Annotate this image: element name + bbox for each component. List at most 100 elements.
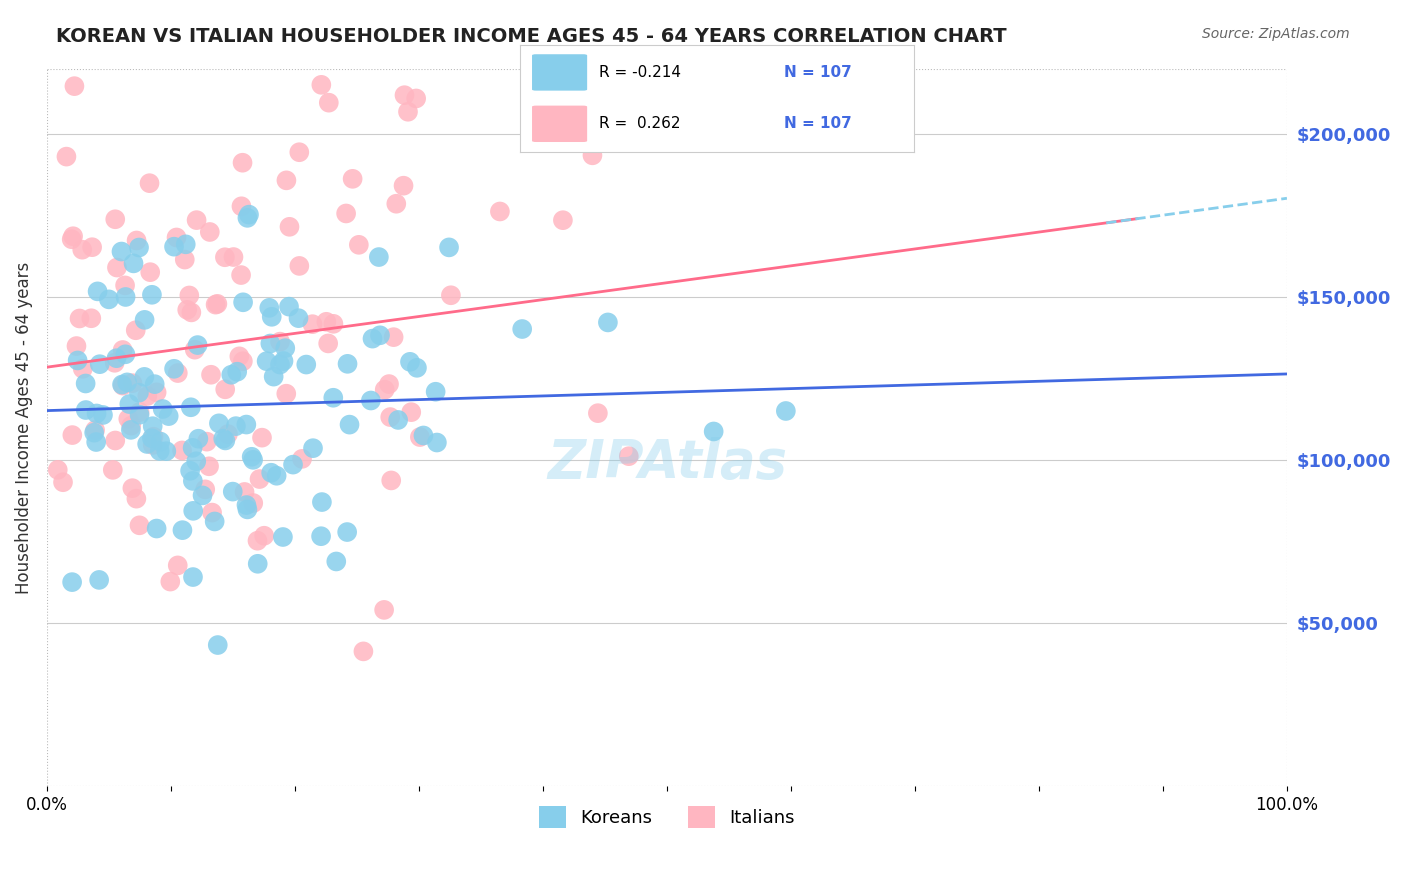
- Koreans: [143, 377, 166, 392]
- Italians: [586, 406, 609, 420]
- Koreans: [263, 369, 285, 384]
- Italians: [145, 385, 167, 400]
- Italians: [242, 496, 264, 510]
- Koreans: [191, 488, 214, 502]
- Italians: [246, 533, 269, 548]
- FancyBboxPatch shape: [531, 54, 588, 91]
- Y-axis label: Householder Income Ages 45 - 64 years: Householder Income Ages 45 - 64 years: [15, 261, 32, 593]
- Italians: [382, 330, 405, 344]
- Italians: [70, 243, 93, 257]
- Italians: [173, 252, 195, 267]
- Italians: [176, 302, 198, 317]
- Koreans: [775, 404, 797, 418]
- Koreans: [259, 336, 281, 351]
- Koreans: [271, 530, 294, 544]
- Italians: [121, 481, 143, 495]
- Koreans: [367, 250, 389, 264]
- Koreans: [155, 444, 177, 458]
- Italians: [217, 427, 239, 442]
- Koreans: [235, 417, 257, 432]
- Koreans: [105, 351, 128, 366]
- Koreans: [236, 211, 259, 225]
- Koreans: [86, 407, 108, 421]
- Koreans: [287, 311, 309, 326]
- Italians: [301, 317, 323, 331]
- Italians: [322, 317, 344, 331]
- Italians: [409, 430, 432, 444]
- Italians: [82, 240, 104, 254]
- Italians: [228, 349, 250, 363]
- Koreans: [83, 425, 105, 440]
- Italians: [222, 250, 245, 264]
- Koreans: [141, 431, 163, 445]
- Italians: [253, 529, 276, 543]
- Text: Source: ZipAtlas.com: Source: ZipAtlas.com: [1202, 27, 1350, 41]
- Koreans: [180, 401, 202, 415]
- Koreans: [214, 434, 236, 448]
- Italians: [104, 434, 127, 448]
- Italians: [117, 412, 139, 426]
- Koreans: [256, 354, 278, 368]
- Koreans: [114, 347, 136, 361]
- Koreans: [302, 441, 325, 455]
- Text: R = -0.214: R = -0.214: [599, 65, 681, 80]
- Koreans: [437, 240, 460, 254]
- Koreans: [91, 408, 114, 422]
- Koreans: [142, 419, 165, 434]
- Italians: [276, 173, 298, 187]
- Koreans: [149, 444, 172, 458]
- Koreans: [128, 240, 150, 254]
- Italians: [125, 323, 148, 337]
- Koreans: [242, 453, 264, 467]
- Koreans: [336, 357, 359, 371]
- Koreans: [128, 385, 150, 400]
- Koreans: [232, 295, 254, 310]
- Italians: [378, 377, 401, 392]
- Italians: [399, 405, 422, 419]
- Koreans: [134, 313, 156, 327]
- Italians: [128, 518, 150, 533]
- Koreans: [141, 287, 163, 301]
- Italians: [138, 176, 160, 190]
- Koreans: [295, 358, 318, 372]
- Koreans: [235, 498, 257, 512]
- Koreans: [274, 341, 297, 355]
- Italians: [69, 311, 91, 326]
- Italians: [288, 259, 311, 273]
- Italians: [125, 234, 148, 248]
- Italians: [101, 463, 124, 477]
- Koreans: [325, 554, 347, 568]
- Italians: [166, 558, 188, 573]
- Koreans: [181, 570, 204, 584]
- Italians: [380, 410, 402, 425]
- Italians: [104, 212, 127, 227]
- Koreans: [406, 360, 429, 375]
- Italians: [352, 644, 374, 658]
- Italians: [581, 148, 603, 162]
- Italians: [392, 178, 415, 193]
- Italians: [551, 213, 574, 227]
- Koreans: [273, 354, 295, 368]
- Koreans: [246, 557, 269, 571]
- Koreans: [238, 208, 260, 222]
- Koreans: [222, 484, 245, 499]
- Italians: [55, 150, 77, 164]
- Italians: [291, 451, 314, 466]
- Koreans: [260, 310, 283, 324]
- Italians: [170, 443, 193, 458]
- Koreans: [115, 376, 138, 390]
- Koreans: [225, 419, 247, 434]
- Koreans: [278, 300, 301, 314]
- Italians: [214, 250, 236, 264]
- Italians: [201, 506, 224, 520]
- Italians: [394, 88, 416, 103]
- Koreans: [181, 504, 204, 518]
- Koreans: [361, 332, 384, 346]
- Italians: [52, 475, 75, 490]
- Koreans: [97, 293, 120, 307]
- Italians: [195, 434, 218, 449]
- Koreans: [311, 495, 333, 509]
- Koreans: [186, 454, 208, 468]
- Italians: [179, 288, 201, 302]
- Text: KOREAN VS ITALIAN HOUSEHOLDER INCOME AGES 45 - 64 YEARS CORRELATION CHART: KOREAN VS ITALIAN HOUSEHOLDER INCOME AGE…: [56, 27, 1007, 45]
